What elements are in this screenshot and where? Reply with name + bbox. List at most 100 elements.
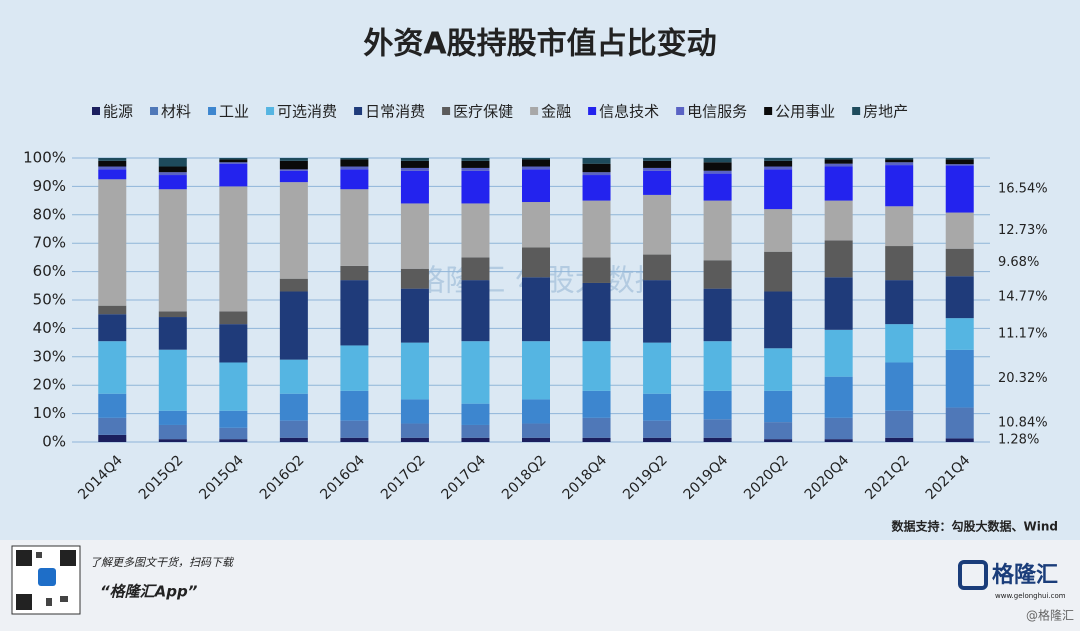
bar-segment [824,158,853,160]
bar-segment [340,166,369,170]
bar-segment [764,166,793,170]
bar-segment [400,268,429,289]
y-tick-label: 70% [33,234,66,252]
bar-segment [643,170,672,195]
legend-label: 信息技术 [599,103,659,121]
bar-segment [98,341,127,394]
footer-background [0,540,1080,631]
bar-segment [885,159,914,163]
legend-label: 材料 [161,103,191,121]
bar-segment [522,399,550,424]
bar-segment [945,159,974,165]
bar-segment [824,240,853,278]
legend-swatch [266,107,275,115]
bar-segment [279,170,308,183]
bar-segment [885,324,914,363]
bar-segment [703,390,732,420]
bar-segment [98,160,127,167]
bar-segment [582,341,611,391]
bar-segment [340,265,369,281]
bar-segment [824,166,853,201]
bar-segment [98,434,127,442]
bar-segment [885,165,914,207]
bar-segment [340,159,369,167]
bar-segment [279,182,308,279]
bar-segment [643,393,672,421]
legend-swatch [208,107,217,115]
app-name: “格隆汇App” [100,583,198,601]
bar-segment [400,288,429,343]
bar-segment [98,417,127,435]
bar-segment [219,163,248,187]
bar-segment [279,393,308,421]
bar-segment [522,166,550,170]
bar-segment [400,167,429,171]
bar-segment [945,438,974,442]
bar-segment [158,349,187,411]
legend-label: 能源 [103,103,133,121]
bar-segment [522,341,550,400]
value-label: 20.32% [998,371,1048,386]
value-label: 9.68% [998,255,1039,270]
legend-label: 工业 [219,103,249,121]
bar-segment [522,437,550,442]
bar-segment [400,437,429,442]
bar-segment [945,248,974,277]
value-label: 16.54% [998,182,1048,197]
bar-segment [158,439,187,442]
legend-label: 公用事业 [775,103,835,121]
y-tick-label: 60% [33,262,66,280]
legend-label: 医疗保健 [453,103,513,121]
bar-segment [158,158,187,167]
source: 数据支持：勾股大数据、Wind [892,519,1058,534]
y-tick-label: 40% [33,319,66,337]
bar-segment [279,437,308,442]
bar-segment [340,158,369,160]
bar-segment [885,437,914,442]
bar-segment [219,158,248,160]
bar-segment [219,162,248,164]
bar-segment [945,158,974,160]
bar-segment [582,417,611,438]
bar-segment [582,172,611,176]
y-tick-label: 20% [33,376,66,394]
bar-segment [340,437,369,442]
bar-segment [461,403,490,425]
bar-segment [340,169,369,190]
bar-segment [279,291,308,360]
bar-segment [764,160,793,167]
bar-segment [158,166,187,173]
bar-segment [400,203,429,269]
bar-segment [461,167,490,171]
bar-segment [764,439,793,442]
bar-segment [945,212,974,249]
bar-segment [400,423,429,438]
legend-label: 可选消费 [277,103,337,121]
legend-label: 日常消费 [365,103,425,121]
bar-segment [764,251,793,292]
bar-segment [945,318,974,350]
logo-site: www.gelonghui.com [995,592,1066,600]
bar-segment [643,342,672,394]
value-label: 11.17% [998,327,1048,342]
bar-segment [824,417,853,440]
bar-segment [703,170,732,174]
bar-segment [340,189,369,266]
bar-segment [400,160,429,168]
bar-segment [824,277,853,330]
bar-segment [158,172,187,176]
legend-swatch [852,107,861,115]
bar-segment [98,314,127,342]
value-label: 10.84% [998,415,1048,430]
bar-segment [219,362,248,411]
bar-segment [703,437,732,442]
bar-segment [461,341,490,404]
bar-segment [522,247,550,278]
bar-segment [703,288,732,342]
bar-segment [643,167,672,171]
bar-segment [764,422,793,440]
bar-segment [885,158,914,160]
legend-swatch [588,107,597,115]
bar-segment [279,278,308,292]
